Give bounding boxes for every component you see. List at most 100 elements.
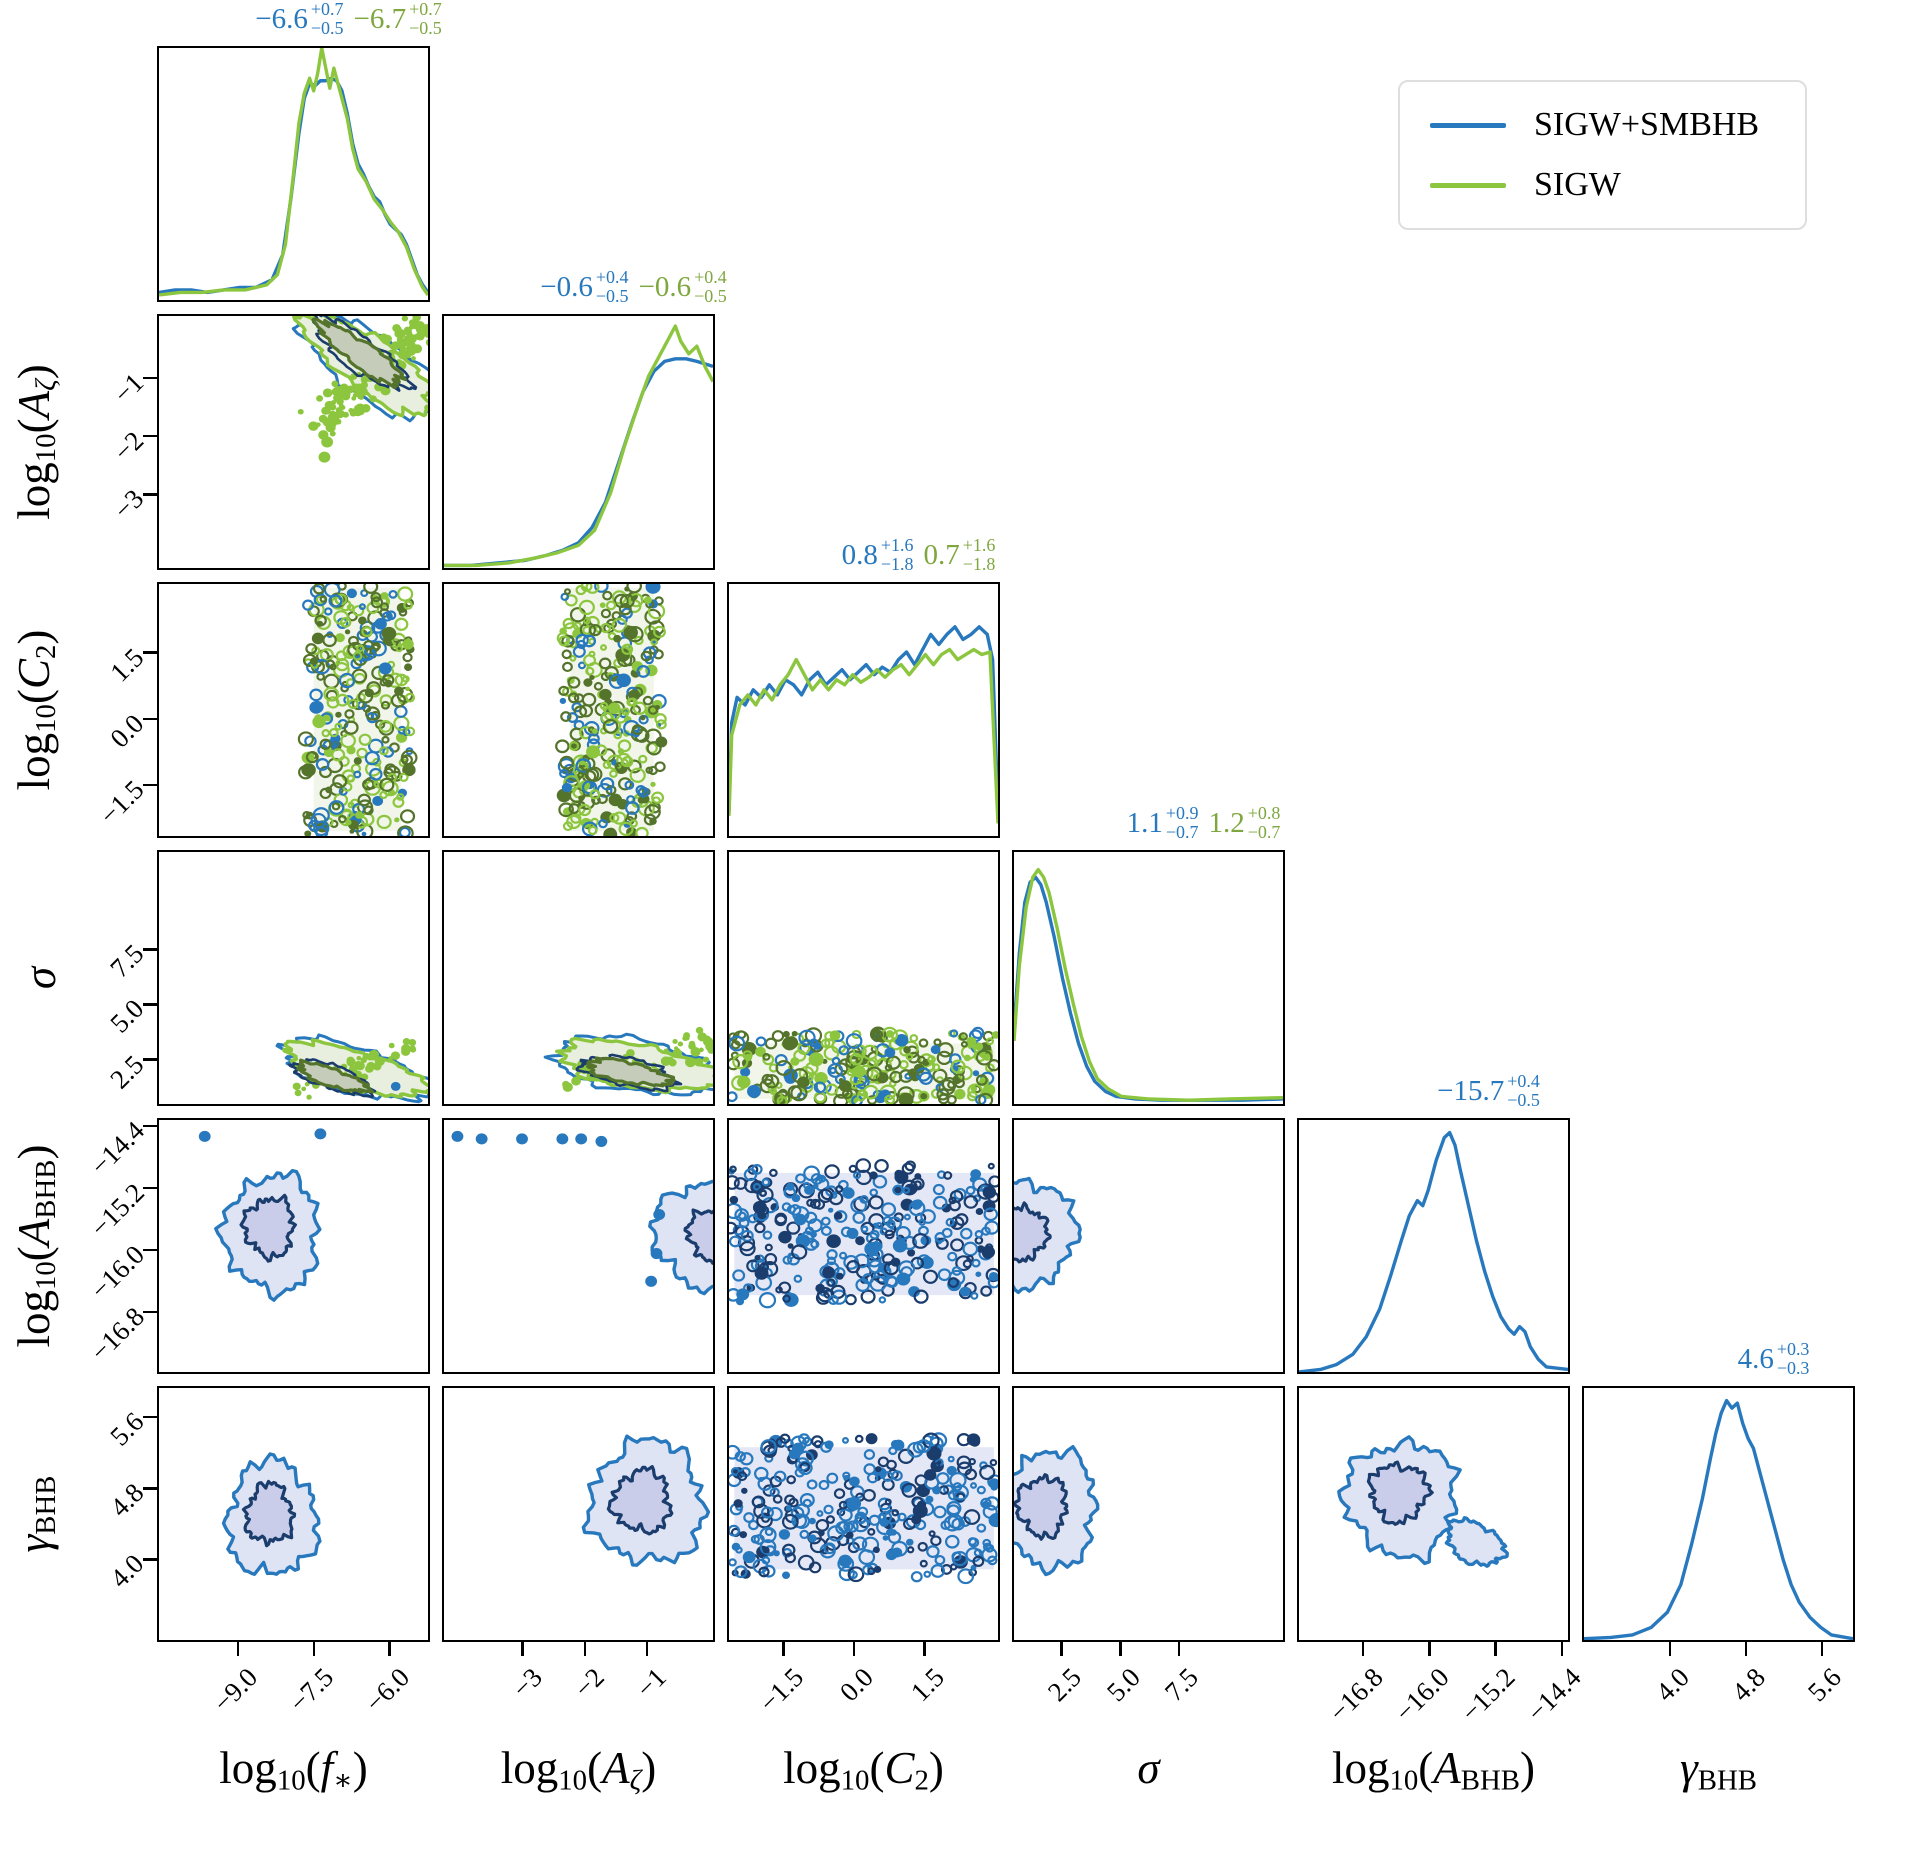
corner-panel-r4c4 bbox=[1012, 850, 1285, 1106]
axis-label-part: 10 bbox=[840, 1764, 870, 1797]
axis-label-part: log bbox=[8, 1290, 59, 1348]
corner-panel-r5c3 bbox=[727, 1118, 1000, 1374]
contour-svg bbox=[1014, 1388, 1283, 1640]
corner-panel-r5c5 bbox=[1297, 1118, 1570, 1374]
corner-panel-r5c4 bbox=[1012, 1118, 1285, 1374]
contour-svg bbox=[729, 852, 998, 1104]
upper-error: +0.7 bbox=[409, 0, 442, 19]
lower-error: −0.7 bbox=[1165, 822, 1199, 842]
corner-panel-r1c1 bbox=[157, 46, 430, 302]
axis-label-part: f bbox=[320, 1743, 334, 1793]
corner-panel-r6c6 bbox=[1582, 1386, 1855, 1642]
y-tick-label: −2 bbox=[108, 425, 150, 468]
x-tick bbox=[236, 1642, 240, 1656]
diag-title-value: 4.6 +0.3 −0.3 bbox=[1738, 1339, 1810, 1379]
axis-label-part: ) bbox=[641, 1743, 657, 1793]
lower-error: −1.8 bbox=[962, 554, 996, 574]
error-scripts: +0.4 −0.5 bbox=[595, 266, 629, 307]
x-tick-label: −16.8 bbox=[1323, 1662, 1389, 1728]
corner-panel-r6c5 bbox=[1297, 1386, 1570, 1642]
y-tick-label: −1 bbox=[108, 367, 150, 409]
corner-panel-r3c2 bbox=[442, 582, 715, 838]
axis-label-part: ) bbox=[352, 1743, 368, 1793]
legend-line-green-icon bbox=[1430, 182, 1506, 188]
lower-error: −0.5 bbox=[409, 18, 442, 38]
y-tick bbox=[143, 1415, 157, 1419]
lower-error: −0.5 bbox=[694, 286, 727, 306]
error-scripts: +0.7 −0.5 bbox=[409, 0, 442, 38]
median-value: −0.6 bbox=[540, 270, 593, 303]
x-tick-label: −2 bbox=[568, 1662, 610, 1704]
contour-svg bbox=[451, 1130, 713, 1372]
lower-error: −0.3 bbox=[1776, 1358, 1810, 1378]
y-tick bbox=[143, 1124, 157, 1128]
y-axis-title-log10_C2: log10(C2) bbox=[8, 630, 72, 791]
diag-title-value: −6.6 +0.7 −0.5 bbox=[255, 0, 343, 38]
upper-error: +0.4 bbox=[595, 266, 629, 287]
y-tick-label: 5.6 bbox=[104, 1406, 150, 1452]
y-tick-label: −16.0 bbox=[84, 1239, 150, 1305]
diag-title-log10_fstar: −6.6 +0.7 −0.5 −6.7 +0.7 −0.5 bbox=[255, 0, 441, 42]
error-scripts: +1.6 −1.8 bbox=[962, 534, 996, 575]
y-tick bbox=[143, 376, 157, 380]
median-value: 1.2 bbox=[1208, 806, 1245, 839]
axis-label-part: BHB bbox=[30, 1159, 63, 1219]
axis-label-part: C bbox=[8, 659, 59, 690]
corner-panel-r6c3 bbox=[727, 1386, 1000, 1642]
diag-title-value: 0.7 +1.6 −1.8 bbox=[924, 534, 996, 575]
axis-label-part: 10 bbox=[30, 704, 63, 733]
y-tick bbox=[143, 1186, 157, 1190]
median-value: −6.7 bbox=[353, 2, 407, 35]
upper-error: +1.6 bbox=[962, 534, 996, 555]
axis-label-part: ( bbox=[8, 418, 59, 434]
contour-svg bbox=[444, 584, 713, 836]
y-tick bbox=[143, 1487, 157, 1490]
diag-title-value: −0.6 +0.4 −0.5 bbox=[540, 266, 629, 307]
y-tick-label: 7.5 bbox=[104, 938, 150, 984]
x-axis-title-log10_Azeta: log10(Aζ) bbox=[501, 1742, 656, 1806]
legend: SIGW+SMBHB SIGW bbox=[1398, 80, 1808, 230]
upper-error: +1.6 bbox=[880, 534, 914, 555]
legend-item-sigw: SIGW bbox=[1430, 166, 1759, 204]
x-tick-label: −6.0 bbox=[358, 1662, 415, 1718]
axis-label-part: γ bbox=[1680, 1743, 1698, 1793]
corner-panel-r5c2 bbox=[442, 1118, 715, 1374]
contour-svg bbox=[1014, 1120, 1283, 1372]
y-axis-title-sigma: σ bbox=[14, 967, 66, 989]
axis-label-part: ) bbox=[928, 1743, 944, 1793]
diag-title-value: −15.7 +0.4 −0.5 bbox=[1437, 1071, 1540, 1111]
y-tick-label: −14.4 bbox=[84, 1115, 150, 1181]
diag-title-value: 1.2 +0.8 −0.7 bbox=[1208, 803, 1281, 843]
x-tick bbox=[1177, 1642, 1181, 1656]
x-tick-label: 4.8 bbox=[1726, 1662, 1772, 1708]
x-tick bbox=[645, 1642, 649, 1656]
marginal-kde-svg bbox=[1299, 1120, 1568, 1372]
axis-label-part: σ bbox=[1137, 1743, 1160, 1793]
y-tick bbox=[143, 1003, 157, 1006]
x-tick bbox=[1361, 1642, 1365, 1656]
x-tick bbox=[1119, 1642, 1122, 1656]
axis-label-part: log bbox=[219, 1743, 277, 1793]
x-tick bbox=[782, 1642, 785, 1656]
y-tick bbox=[143, 1058, 157, 1061]
x-tick bbox=[1428, 1642, 1431, 1656]
axis-label-part: ( bbox=[305, 1743, 321, 1793]
diag-title-value: 0.8 +1.6 −1.8 bbox=[842, 534, 914, 575]
axis-label-part: ( bbox=[869, 1743, 885, 1793]
marginal-kde-svg bbox=[1014, 852, 1283, 1104]
x-tick-label: −1 bbox=[630, 1662, 672, 1704]
contour-svg bbox=[729, 1388, 998, 1640]
corner-panel-r4c1 bbox=[157, 850, 430, 1106]
x-tick-label: 5.0 bbox=[1100, 1662, 1146, 1708]
axis-label-part: BHB bbox=[30, 1475, 63, 1535]
lower-error: −0.5 bbox=[595, 286, 629, 306]
y-tick-label: 5.0 bbox=[104, 993, 150, 1039]
diag-title-value: −6.7 +0.7 −0.5 bbox=[354, 0, 442, 38]
x-tick bbox=[521, 1642, 524, 1656]
y-tick bbox=[143, 1248, 157, 1252]
diag-title-log10_Azeta: −0.6 +0.4 −0.5 −0.6 +0.4 −0.5 bbox=[540, 264, 726, 310]
x-axis-title-sigma: σ bbox=[1137, 1742, 1159, 1794]
median-value: −15.7 bbox=[1437, 1074, 1505, 1107]
y-tick bbox=[143, 1310, 157, 1314]
x-tick-label: −14.4 bbox=[1521, 1662, 1587, 1728]
